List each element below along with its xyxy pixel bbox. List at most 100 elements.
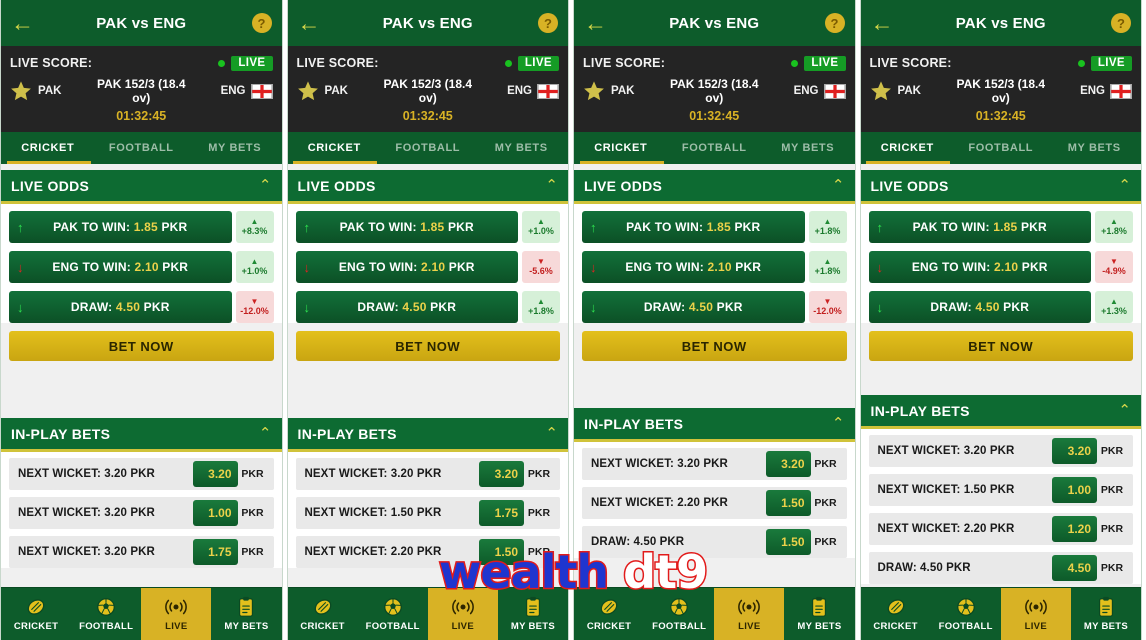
in-play-bet-row[interactable]: NEXT WICKET: 3.20 PKR 3.20 PKR (868, 435, 1133, 467)
odds-selection-button[interactable]: ↑ PAK TO WIN: 1.85 PKR (582, 211, 805, 243)
bet-now-button[interactable]: BET NOW (582, 331, 847, 361)
nav-item-football[interactable]: FOOTBALL (931, 588, 1001, 640)
nav-item-live[interactable]: LIVE (1000, 588, 1071, 640)
odds-row[interactable]: ↑ PAK TO WIN: 1.85 PKR ▲ +1.8% (868, 211, 1133, 243)
odds-row[interactable]: ↓ DRAW: 4.50 PKR ▲ +1.3% (868, 291, 1133, 323)
chevron-up-icon[interactable]: ⌃ (545, 177, 558, 194)
in-play-bet-odds[interactable]: 3.20 (1052, 438, 1097, 464)
nav-item-football[interactable]: FOOTBALL (71, 588, 141, 640)
chevron-up-icon[interactable]: ⌃ (1118, 177, 1131, 194)
in-play-bet-row[interactable]: NEXT WICKET: 3.20 PKR 1.00 PKR (9, 497, 274, 529)
odds-row[interactable]: ↑ PAK TO WIN: 1.85 PKR ▲ +8.3% (9, 211, 274, 243)
nav-item-football[interactable]: FOOTBALL (644, 588, 714, 640)
odds-selection-button[interactable]: ↑ PAK TO WIN: 1.85 PKR (868, 211, 1091, 243)
tab-my-bets[interactable]: MY BETS (208, 142, 262, 154)
tab-my-bets[interactable]: MY BETS (494, 142, 548, 154)
tab-cricket[interactable]: CRICKET (880, 142, 934, 154)
in-play-bet-odds[interactable]: 3.20 (765, 451, 811, 477)
live-odds-section-header[interactable]: LIVE ODDS ⌃ (1, 170, 282, 204)
odds-selection-button[interactable]: ↓ DRAW: 4.50 PKR (582, 291, 805, 323)
odds-row[interactable]: ↓ ENG TO WIN: 2.10 PKR ▼ -4.9% (868, 251, 1133, 283)
nav-item-live[interactable]: LIVE (714, 588, 785, 640)
in-play-bet-row[interactable]: NEXT WICKET: 2.20 PKR 1.50 PKR (295, 536, 560, 568)
help-icon[interactable]: ? (1111, 13, 1131, 33)
live-odds-section-header[interactable]: LIVE ODDS ⌃ (287, 170, 568, 204)
chevron-up-icon[interactable]: ⌃ (1118, 402, 1131, 419)
odds-row[interactable]: ↓ ENG TO WIN: 2.10 PKR ▲ +1.8% (582, 251, 847, 283)
in-play-section-header[interactable]: IN-PLAY BETS ⌃ (860, 395, 1141, 429)
odds-selection-button[interactable]: ↓ ENG TO WIN: 2.10 PKR (9, 251, 232, 283)
in-play-bet-row[interactable]: NEXT WICKET: 3.20 PKR 3.20 PKR (582, 448, 847, 480)
in-play-bet-row[interactable]: NEXT WICKET: 3.20 PKR 1.75 PKR (9, 536, 274, 568)
tab-football[interactable]: FOOTBALL (395, 142, 461, 154)
in-play-bet-odds[interactable]: 4.50 (1052, 555, 1097, 581)
in-play-bet-odds[interactable]: 3.20 (479, 461, 524, 487)
odds-row[interactable]: ↑ PAK TO WIN: 1.85 PKR ▲ +1.8% (582, 211, 847, 243)
tab-my-bets[interactable]: MY BETS (781, 142, 835, 154)
in-play-bet-row[interactable]: NEXT WICKET: 1.50 PKR 1.75 PKR (295, 497, 560, 529)
help-icon[interactable]: ? (251, 13, 272, 33)
back-arrow-icon[interactable]: ← (11, 9, 34, 36)
in-play-bet-odds[interactable]: 1.75 (192, 539, 238, 565)
in-play-bet-row[interactable]: DRAW: 4.50 PKR 1.50 PKR (582, 526, 847, 558)
nav-item-my-bets[interactable]: MY BETS (784, 588, 854, 640)
tab-football[interactable]: FOOTBALL (681, 142, 747, 154)
odds-selection-button[interactable]: ↓ DRAW: 4.50 PKR (868, 291, 1091, 323)
in-play-bet-row[interactable]: NEXT WICKET: 2.20 PKR 1.20 PKR (868, 513, 1133, 545)
in-play-bet-odds[interactable]: 1.50 (765, 529, 811, 555)
nav-item-cricket[interactable]: CRICKET (861, 588, 931, 640)
nav-item-my-bets[interactable]: MY BETS (498, 588, 568, 640)
nav-item-cricket[interactable]: CRICKET (1, 588, 71, 640)
back-arrow-icon[interactable]: ← (297, 9, 321, 36)
in-play-section-header[interactable]: IN-PLAY BETS ⌃ (574, 408, 855, 442)
odds-selection-button[interactable]: ↑ PAK TO WIN: 1.85 PKR (295, 211, 518, 243)
nav-item-football[interactable]: FOOTBALL (358, 588, 428, 640)
odds-selection-button[interactable]: ↓ DRAW: 4.50 PKR (295, 291, 518, 323)
live-odds-section-header[interactable]: LIVE ODDS ⌃ (574, 170, 855, 204)
chevron-up-icon[interactable]: ⌃ (258, 177, 272, 194)
odds-selection-button[interactable]: ↓ ENG TO WIN: 2.10 PKR (582, 251, 805, 283)
in-play-bet-row[interactable]: NEXT WICKET: 3.20 PKR 3.20 PKR (9, 458, 274, 490)
odds-row[interactable]: ↓ ENG TO WIN: 2.10 PKR ▼ -5.6% (295, 251, 560, 283)
in-play-bet-odds[interactable]: 1.20 (1052, 516, 1097, 542)
chevron-up-icon[interactable]: ⌃ (831, 415, 845, 432)
in-play-bet-odds[interactable]: 1.50 (479, 539, 524, 565)
in-play-section-header[interactable]: IN-PLAY BETS ⌃ (287, 418, 568, 452)
in-play-bet-odds[interactable]: 3.20 (192, 461, 238, 487)
chevron-up-icon[interactable]: ⌃ (258, 425, 272, 442)
bet-now-button[interactable]: BET NOW (295, 331, 560, 361)
nav-item-my-bets[interactable]: MY BETS (211, 588, 281, 640)
chevron-up-icon[interactable]: ⌃ (831, 177, 845, 194)
nav-item-live[interactable]: LIVE (427, 588, 498, 640)
odds-selection-button[interactable]: ↑ PAK TO WIN: 1.85 PKR (9, 211, 232, 243)
odds-row[interactable]: ↓ DRAW: 4.50 PKR ▼ -12.0% (582, 291, 847, 323)
nav-item-live[interactable]: LIVE (141, 588, 212, 640)
tab-football[interactable]: FOOTBALL (968, 142, 1034, 154)
in-play-bet-odds[interactable]: 1.50 (765, 490, 811, 516)
in-play-bet-row[interactable]: NEXT WICKET: 2.20 PKR 1.50 PKR (582, 487, 847, 519)
help-icon[interactable]: ? (824, 13, 845, 33)
bet-now-button[interactable]: BET NOW (868, 331, 1133, 361)
tab-my-bets[interactable]: MY BETS (1067, 142, 1121, 154)
in-play-section-header[interactable]: IN-PLAY BETS ⌃ (1, 418, 282, 452)
chevron-up-icon[interactable]: ⌃ (545, 425, 558, 442)
nav-item-my-bets[interactable]: MY BETS (1071, 588, 1141, 640)
odds-row[interactable]: ↓ DRAW: 4.50 PKR ▼ -12.0% (9, 291, 274, 323)
live-odds-section-header[interactable]: LIVE ODDS ⌃ (860, 170, 1141, 204)
in-play-bet-odds[interactable]: 1.00 (1052, 477, 1097, 503)
back-arrow-icon[interactable]: ← (870, 9, 894, 36)
tab-football[interactable]: FOOTBALL (108, 142, 174, 154)
bet-now-button[interactable]: BET NOW (9, 331, 274, 361)
nav-item-cricket[interactable]: CRICKET (574, 588, 644, 640)
odds-selection-button[interactable]: ↓ ENG TO WIN: 2.10 PKR (295, 251, 518, 283)
tab-cricket[interactable]: CRICKET (307, 142, 361, 154)
in-play-bet-odds[interactable]: 1.75 (479, 500, 524, 526)
nav-item-cricket[interactable]: CRICKET (288, 588, 358, 640)
odds-selection-button[interactable]: ↓ DRAW: 4.50 PKR (9, 291, 232, 323)
back-arrow-icon[interactable]: ← (584, 9, 607, 36)
in-play-bet-row[interactable]: NEXT WICKET: 3.20 PKR 3.20 PKR (295, 458, 560, 490)
odds-row[interactable]: ↓ ENG TO WIN: 2.10 PKR ▲ +1.0% (9, 251, 274, 283)
in-play-bet-row[interactable]: DRAW: 4.50 PKR 4.50 PKR (868, 552, 1133, 584)
odds-row[interactable]: ↓ DRAW: 4.50 PKR ▲ +1.8% (295, 291, 560, 323)
odds-selection-button[interactable]: ↓ ENG TO WIN: 2.10 PKR (868, 251, 1091, 283)
